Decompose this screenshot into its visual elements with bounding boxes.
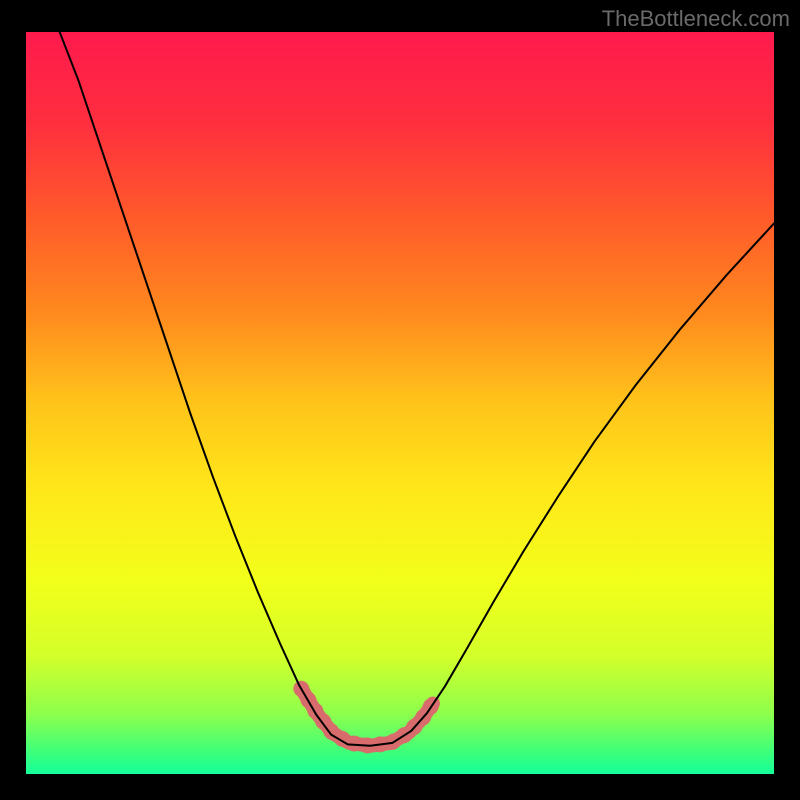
chart-stage: TheBottleneck.com bbox=[0, 0, 800, 800]
watermark-text: TheBottleneck.com bbox=[602, 6, 790, 32]
bottleneck-chart bbox=[26, 32, 774, 774]
gradient-background bbox=[26, 32, 774, 774]
